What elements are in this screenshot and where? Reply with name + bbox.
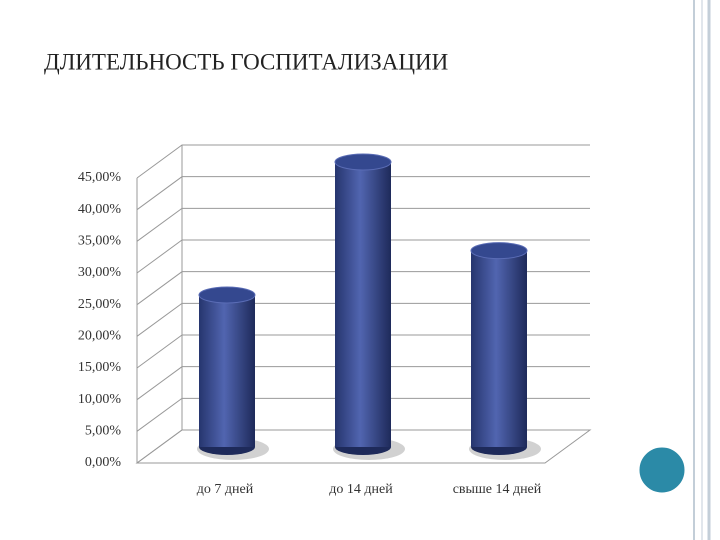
- y-tick-label: 0,00%: [85, 455, 122, 470]
- grid-line: [136, 144, 590, 179]
- grid-line: [136, 271, 590, 306]
- grid-line: [136, 397, 590, 432]
- x-tick-label: до 14 дней: [329, 482, 393, 497]
- y-tick-label: 20,00%: [78, 329, 122, 344]
- bar: [335, 162, 391, 447]
- grid-line: [136, 207, 590, 242]
- bar-top: [470, 242, 528, 260]
- grid-line: [136, 176, 590, 211]
- x-tick-label: до 7 дней: [197, 482, 254, 497]
- grid-line: [136, 429, 590, 464]
- bar-top: [334, 153, 392, 171]
- y-tick-label: 5,00%: [85, 424, 122, 439]
- y-tick-label: 25,00%: [78, 297, 122, 312]
- y-tick-label: 45,00%: [78, 170, 122, 185]
- y-tick-label: 30,00%: [78, 265, 122, 280]
- chart-title: ДЛИТЕЛЬНОСТЬ ГОСПИТАЛИЗАЦИИ: [44, 49, 448, 74]
- grid-line: [136, 366, 590, 401]
- y-tick-label: 40,00%: [78, 202, 122, 217]
- x-tick-label: свыше 14 дней: [453, 482, 542, 497]
- grid-line: [136, 302, 590, 337]
- y-tick-label: 35,00%: [78, 234, 122, 249]
- bar-top: [198, 286, 256, 304]
- decor-circle: [636, 444, 688, 496]
- grid-line: [136, 239, 590, 274]
- y-tick-label: 15,00%: [78, 360, 122, 375]
- bar: [199, 295, 255, 447]
- grid-line: [136, 334, 590, 369]
- bar: [471, 250, 527, 447]
- y-tick-label: 10,00%: [78, 392, 122, 407]
